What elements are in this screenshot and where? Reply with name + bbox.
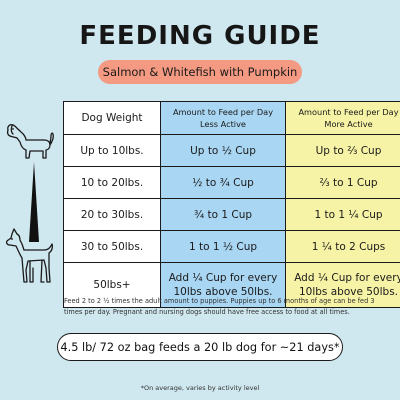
less-active-cell: 1 to 1 ½ Cup xyxy=(160,230,286,263)
header-more-active: Amount to Feed per Day More Active xyxy=(285,101,400,135)
less-active-cell: Up to ½ Cup xyxy=(160,134,286,167)
header-dog-weight: Dog Weight xyxy=(63,101,161,135)
table-row: Up to 10lbs. Up to ½ Cup Up to ⅔ Cup xyxy=(63,134,400,167)
puppy-footnote: Feed 2 to 2 ½ times the adult amount to … xyxy=(64,297,375,316)
more-active-cell: Up to ⅔ Cup xyxy=(285,134,400,167)
bag-info-pill: 4.5 lb/ 72 oz bag feeds a 20 lb dog for … xyxy=(57,333,343,361)
product-subtitle: Salmon & Whitefish with Pumpkin xyxy=(98,60,302,84)
table-row: 50lbs+ Add ¼ Cup for every 10lbs above 5… xyxy=(63,262,400,308)
header-less-active: Amount to Feed per Day Less Active xyxy=(160,101,286,135)
page-title: FEEDING GUIDE xyxy=(79,21,321,51)
weight-cell: 10 to 20lbs. xyxy=(63,166,161,199)
table-row: 30 to 50lbs. 1 to 1 ½ Cup 1 ¼ to 2 Cups xyxy=(63,230,400,263)
more-active-cell: Add ¼ Cup for every 10lbs above 50lbs. xyxy=(285,262,400,308)
table-header-row: Dog Weight Amount to Feed per Day Less A… xyxy=(63,101,400,135)
less-active-cell: ¾ to 1 Cup xyxy=(160,198,286,231)
feeding-table: Dog Weight Amount to Feed per Day Less A… xyxy=(63,101,400,308)
activity-note: *On average, varies by activity level xyxy=(140,384,260,392)
table-row: 10 to 20lbs. ½ to ¾ Cup ⅔ to 1 Cup xyxy=(63,166,400,199)
more-active-cell: 1 to 1 ¼ Cup xyxy=(285,198,400,231)
weight-cell: 50lbs+ xyxy=(63,262,161,308)
header-less-active-label: Amount to Feed per Day Less Active xyxy=(172,107,274,129)
weight-cell: Up to 10lbs. xyxy=(63,134,161,167)
size-wedge-icon xyxy=(29,162,39,242)
weight-cell: 20 to 30lbs. xyxy=(63,198,161,231)
table-row: 20 to 30lbs. ¾ to 1 Cup 1 to 1 ¼ Cup xyxy=(63,198,400,231)
header-more-active-label: Amount to Feed per Day More Active xyxy=(298,107,399,129)
less-active-cell: ½ to ¾ Cup xyxy=(160,166,286,199)
large-dog-icon xyxy=(5,228,54,283)
less-active-cell: Add ¼ Cup for every 10lbs above 50lbs. xyxy=(160,262,286,308)
small-dog-icon xyxy=(6,124,54,159)
more-active-cell: 1 ¼ to 2 Cups xyxy=(285,230,400,263)
more-active-cell: ⅔ to 1 Cup xyxy=(285,166,400,199)
weight-cell: 30 to 50lbs. xyxy=(63,230,161,263)
